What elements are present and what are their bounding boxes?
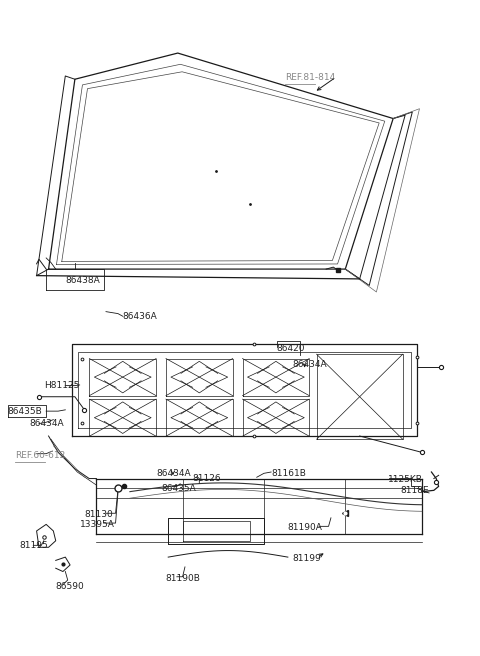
Text: 81195: 81195 bbox=[20, 541, 48, 550]
Text: H81125: H81125 bbox=[44, 381, 79, 390]
Text: 81190A: 81190A bbox=[288, 523, 323, 532]
Text: 86435B: 86435B bbox=[8, 407, 43, 417]
Text: 86436A: 86436A bbox=[123, 312, 157, 321]
Text: 8118E: 8118E bbox=[400, 486, 429, 495]
Text: 86590: 86590 bbox=[56, 582, 84, 591]
Text: 86434A: 86434A bbox=[293, 359, 327, 369]
Text: 81199: 81199 bbox=[293, 554, 322, 563]
Text: 1125KB: 1125KB bbox=[388, 476, 423, 484]
Text: 86420: 86420 bbox=[276, 344, 304, 354]
Text: REF.60-612: REF.60-612 bbox=[15, 451, 65, 460]
Text: 13395A: 13395A bbox=[80, 520, 115, 529]
Text: 86434A: 86434A bbox=[156, 469, 191, 478]
Text: 81130: 81130 bbox=[84, 510, 113, 519]
Text: 81161B: 81161B bbox=[271, 469, 306, 478]
Text: 86438A: 86438A bbox=[65, 276, 100, 285]
Text: 81190B: 81190B bbox=[166, 573, 201, 583]
Text: REF.81-814: REF.81-814 bbox=[286, 73, 336, 82]
Text: 81126: 81126 bbox=[192, 474, 221, 483]
Text: 86434A: 86434A bbox=[29, 419, 64, 428]
Text: 86435A: 86435A bbox=[161, 484, 196, 493]
